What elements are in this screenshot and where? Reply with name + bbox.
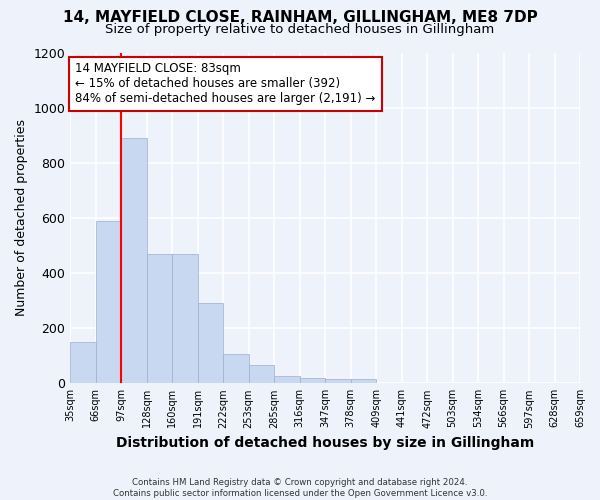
Bar bbox=[299, 378, 325, 384]
Bar bbox=[121, 138, 147, 384]
Bar bbox=[223, 354, 248, 384]
Text: 14, MAYFIELD CLOSE, RAINHAM, GILLINGHAM, ME8 7DP: 14, MAYFIELD CLOSE, RAINHAM, GILLINGHAM,… bbox=[62, 10, 538, 25]
Bar bbox=[274, 376, 299, 384]
Bar bbox=[172, 254, 198, 384]
Bar bbox=[350, 379, 376, 384]
Text: 14 MAYFIELD CLOSE: 83sqm
← 15% of detached houses are smaller (392)
84% of semi-: 14 MAYFIELD CLOSE: 83sqm ← 15% of detach… bbox=[76, 62, 376, 106]
Bar bbox=[198, 304, 223, 384]
X-axis label: Distribution of detached houses by size in Gillingham: Distribution of detached houses by size … bbox=[116, 436, 534, 450]
Text: Size of property relative to detached houses in Gillingham: Size of property relative to detached ho… bbox=[106, 22, 494, 36]
Bar bbox=[70, 342, 96, 384]
Bar bbox=[325, 379, 350, 384]
Bar bbox=[248, 366, 274, 384]
Text: Contains HM Land Registry data © Crown copyright and database right 2024.
Contai: Contains HM Land Registry data © Crown c… bbox=[113, 478, 487, 498]
Y-axis label: Number of detached properties: Number of detached properties bbox=[15, 120, 28, 316]
Bar bbox=[96, 220, 121, 384]
Bar bbox=[147, 254, 172, 384]
